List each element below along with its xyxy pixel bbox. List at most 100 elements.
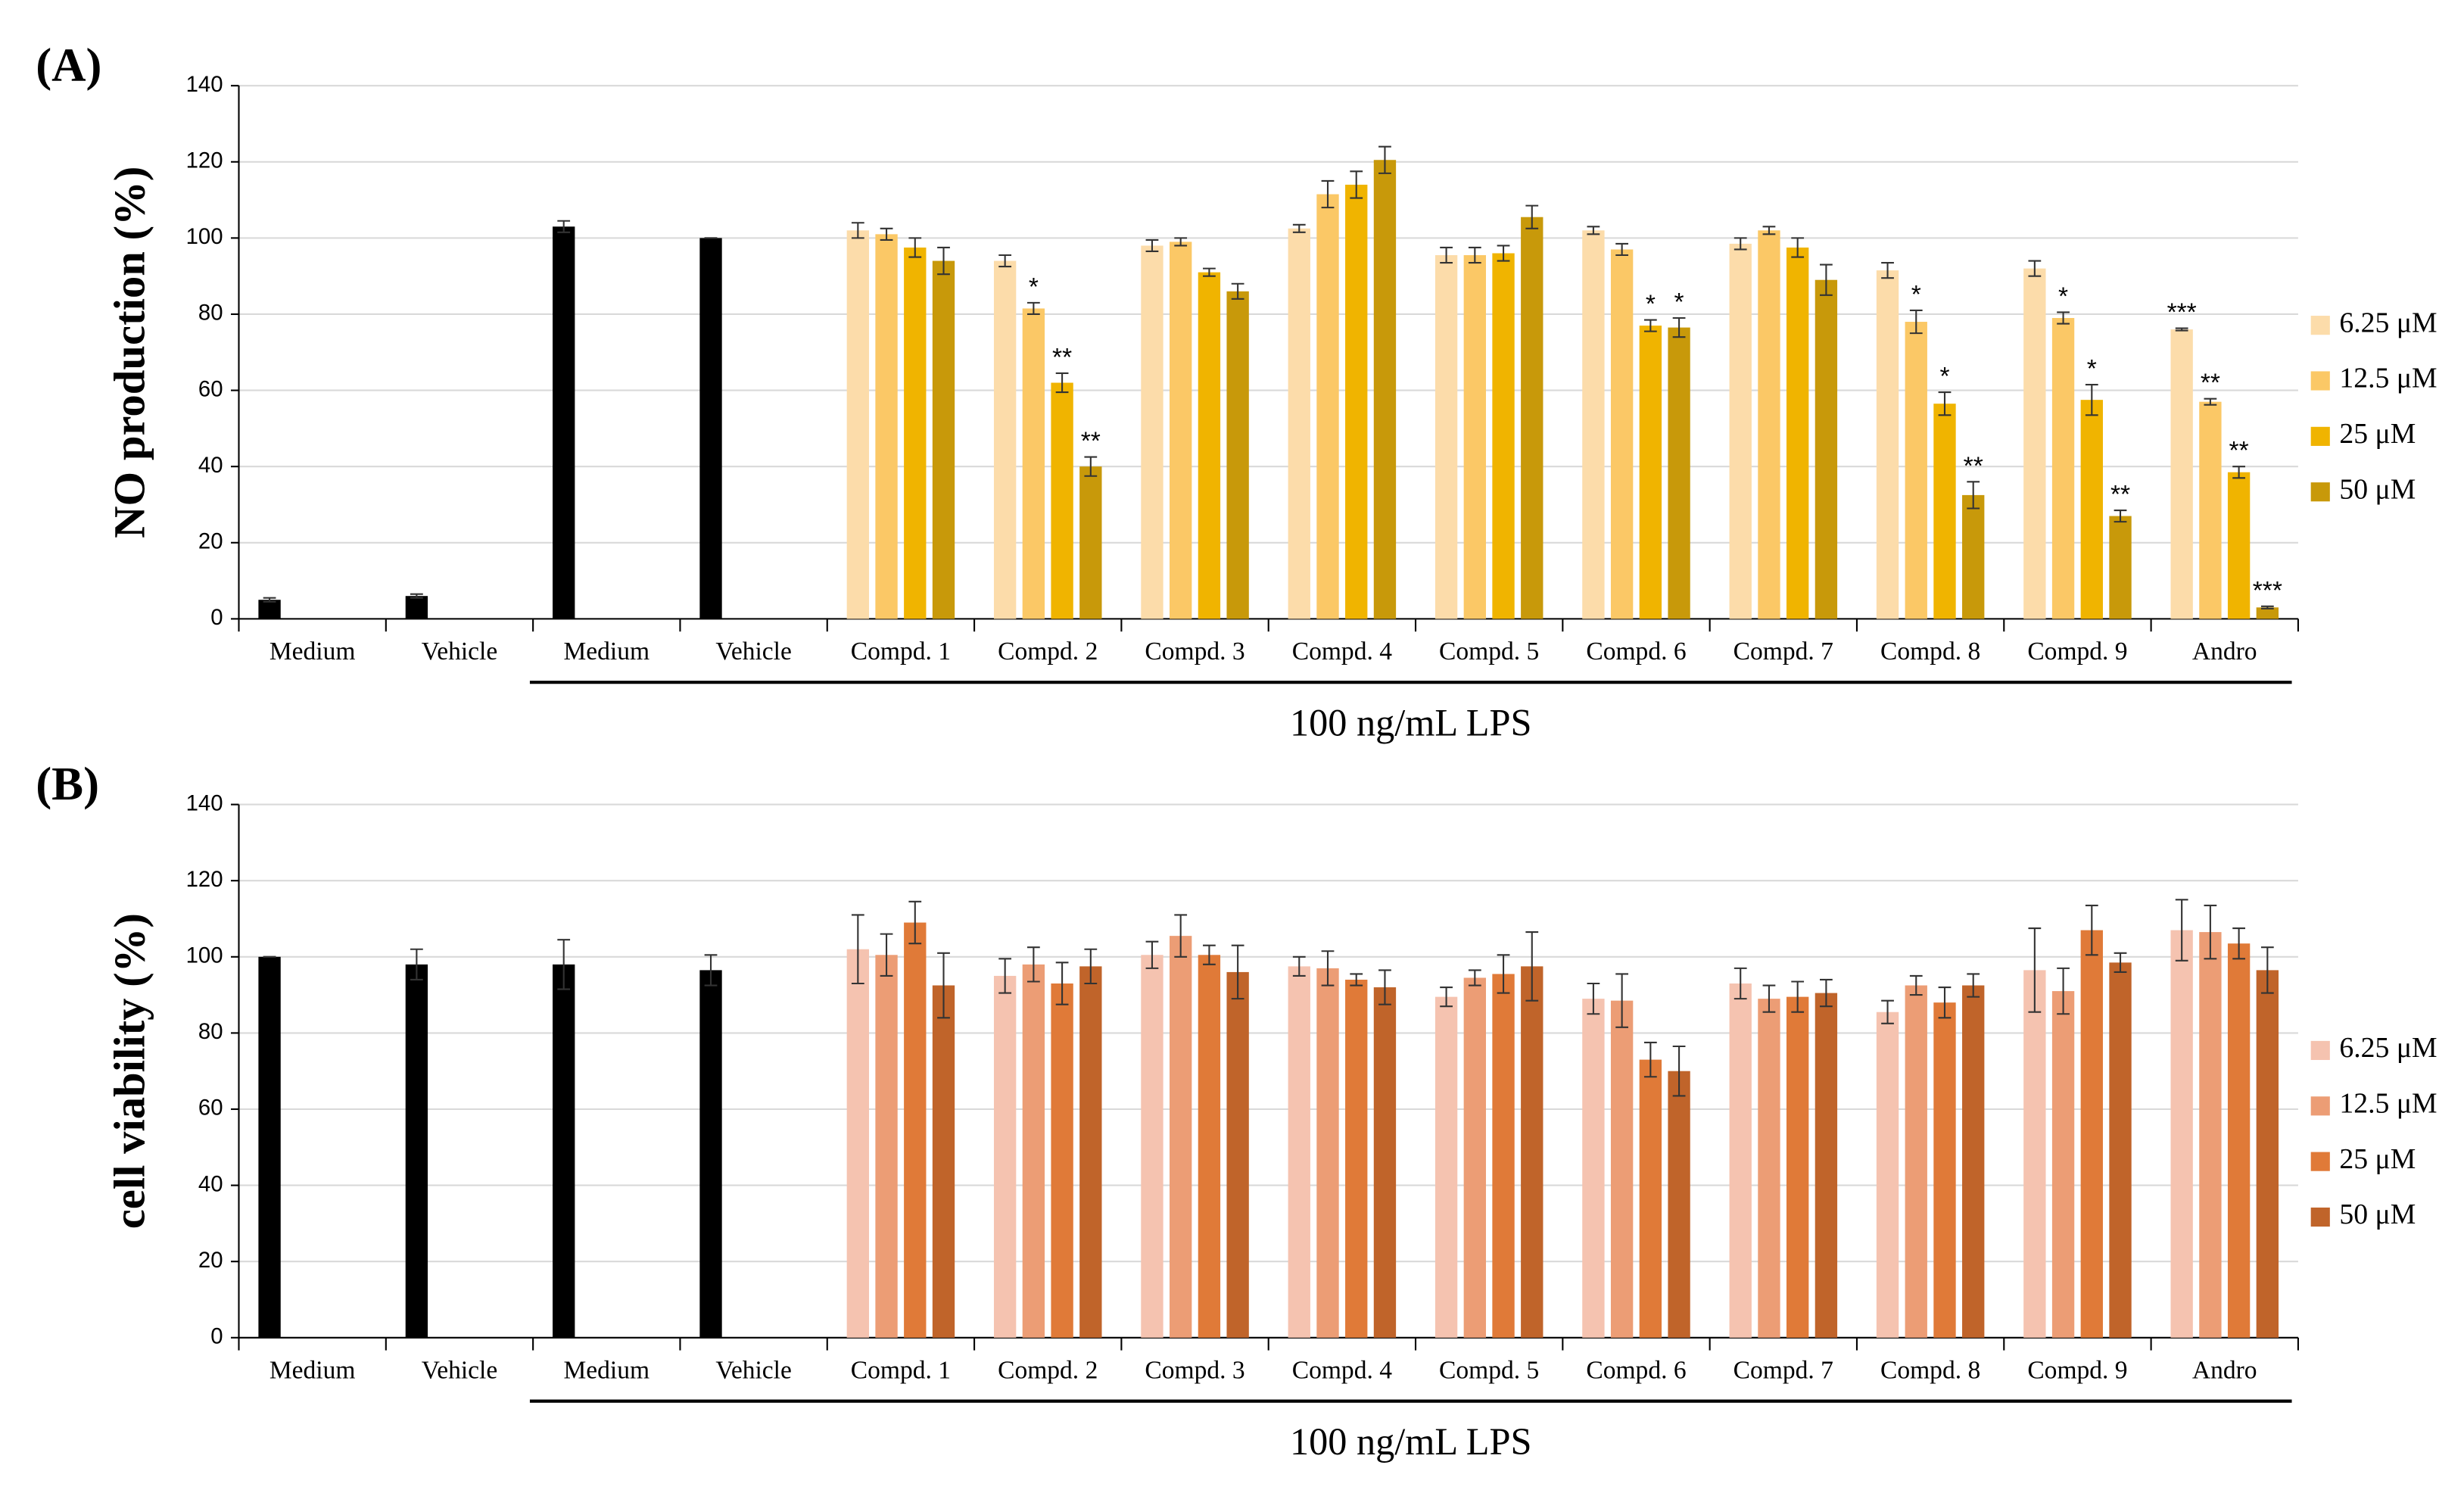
bar	[1610, 1000, 1634, 1338]
x-tick-label: Compd. 4	[1292, 637, 1392, 666]
bar	[1639, 1059, 1662, 1338]
bar	[2170, 930, 2193, 1338]
bar	[1492, 253, 1515, 619]
legend-label: 50 μM	[2339, 473, 2416, 505]
bar	[1786, 996, 1809, 1338]
legend-label: 6.25 μM	[2339, 307, 2437, 338]
y-tick-label: 80	[198, 1019, 223, 1044]
bar	[1079, 966, 1102, 1338]
bar	[553, 226, 575, 619]
legend-swatch	[2310, 316, 2330, 335]
bar	[2109, 962, 2132, 1338]
bar	[2227, 943, 2251, 1338]
bar	[1933, 1002, 1956, 1338]
significance-label: **	[1081, 428, 1101, 456]
legend-swatch	[2310, 1040, 2330, 1061]
bar	[2227, 472, 2251, 619]
x-tick-label: Vehicle	[715, 637, 792, 666]
legend-swatch	[2310, 1152, 2330, 1171]
legend-label: 25 μM	[2339, 418, 2416, 450]
bar	[1521, 966, 1544, 1338]
bar	[1463, 977, 1486, 1338]
bar	[258, 956, 281, 1338]
significance-label: **	[1964, 452, 1983, 480]
bar	[1198, 955, 1221, 1338]
bar	[1141, 245, 1163, 619]
bar	[2256, 970, 2279, 1338]
bar	[1905, 985, 1927, 1338]
bar	[1226, 971, 1249, 1338]
y-tick-label: 100	[186, 224, 223, 249]
legend-label: 12.5 μM	[2339, 1087, 2437, 1119]
significance-label: *	[1029, 273, 1039, 301]
bar	[875, 234, 898, 619]
bar	[1905, 322, 1927, 619]
bar	[1316, 194, 1339, 619]
x-tick-label: Medium	[563, 637, 649, 666]
y-tick-label: 0	[210, 1324, 223, 1349]
x-tick-label: Compd. 7	[1734, 1357, 1833, 1385]
bar	[1815, 993, 1838, 1338]
legend-swatch	[2310, 1096, 2330, 1116]
bar	[1729, 243, 1752, 619]
bar	[932, 985, 955, 1338]
y-tick-label: 40	[198, 453, 223, 478]
significance-label: *	[1911, 281, 1921, 309]
bar	[2170, 329, 2193, 619]
bar	[405, 596, 428, 619]
bar	[1288, 228, 1310, 619]
bar	[846, 949, 870, 1338]
significance-label: **	[2201, 369, 2220, 397]
y-tick-label: 0	[210, 605, 223, 630]
bar	[1345, 979, 1368, 1338]
significance-label: *	[1939, 363, 1949, 391]
bar	[1434, 996, 1458, 1338]
x-tick-label: Compd. 8	[1880, 1357, 1980, 1385]
bar	[875, 955, 898, 1338]
bar	[846, 230, 870, 619]
x-tick-label: Compd. 4	[1292, 1357, 1392, 1385]
bar	[1582, 230, 1605, 619]
bar	[405, 964, 428, 1338]
y-tick-label: 120	[186, 867, 223, 892]
bar	[1758, 230, 1780, 619]
bar	[1639, 326, 1662, 619]
bar	[1434, 255, 1458, 619]
x-tick-label: Compd. 2	[998, 1357, 1098, 1385]
x-tick-label: Compd. 9	[2027, 1357, 2127, 1385]
bar	[1815, 279, 1838, 619]
bar	[1933, 404, 1956, 619]
bar	[1022, 964, 1045, 1338]
legend-swatch	[2310, 482, 2330, 502]
x-tick-label: Compd. 6	[1586, 1357, 1686, 1385]
bar	[1022, 308, 1045, 619]
bar	[2199, 401, 2222, 619]
bar	[932, 260, 955, 619]
x-tick-label: Compd. 8	[1880, 637, 1980, 666]
bar	[1226, 291, 1249, 619]
bar	[1141, 955, 1163, 1338]
x-tick-label: Compd. 7	[1734, 637, 1833, 666]
bar	[1316, 968, 1339, 1338]
y-tick-label: 140	[186, 790, 223, 815]
x-tick-label: Compd. 3	[1145, 1357, 1244, 1385]
bar	[1729, 983, 1752, 1338]
x-tick-label: Vehicle	[715, 1357, 792, 1385]
y-axis-label: NO production (%)	[105, 167, 154, 538]
bar	[1962, 494, 1985, 619]
bar	[904, 922, 927, 1338]
x-tick-label: Compd. 2	[998, 637, 1098, 666]
legend-label: 50 μM	[2339, 1199, 2416, 1230]
x-tick-label: Compd. 1	[851, 1357, 951, 1385]
y-tick-label: 120	[186, 148, 223, 173]
bar	[1668, 1071, 1690, 1338]
bar	[258, 600, 281, 619]
y-tick-label: 60	[198, 1096, 223, 1121]
x-tick-label: Medium	[563, 1357, 649, 1385]
x-tick-label: Medium	[269, 1357, 356, 1385]
significance-label: *	[1646, 291, 1656, 319]
bar	[699, 970, 722, 1338]
legend-label: 6.25 μM	[2339, 1032, 2437, 1064]
bar	[1373, 160, 1397, 619]
legend-label: 25 μM	[2339, 1143, 2416, 1175]
